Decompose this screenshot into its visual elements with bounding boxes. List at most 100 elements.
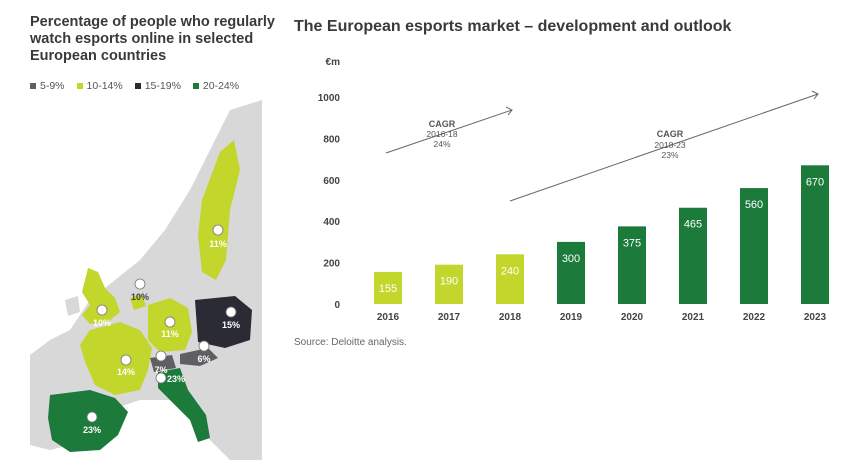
bar-2021	[679, 207, 707, 304]
italy-region	[158, 368, 210, 442]
cagr-early-period: 2016-18	[426, 129, 457, 139]
map-legend: 5-9% 10-14% 15-19% 20-24%	[30, 80, 239, 92]
bar-value-label-2023: 670	[806, 176, 824, 188]
austria-value: 6%	[197, 354, 210, 364]
poland-value: 15%	[222, 320, 240, 330]
netherlands-value: 10%	[131, 292, 149, 302]
x-tick-label-2023: 2023	[804, 312, 827, 323]
cagr-early-arrowhead	[505, 106, 513, 116]
bar-2017	[435, 264, 463, 304]
x-axis-ticks: 2016 2017 2018 2019 2020 2021 2022 2023	[377, 312, 827, 323]
legend-label-10-14: 10-14%	[86, 80, 123, 92]
europe-landmass-background	[30, 100, 262, 460]
bar-2023	[801, 165, 829, 304]
y-tick-label: 400	[323, 217, 340, 228]
austria-marker: 6%	[197, 340, 211, 364]
legend-item-5-9: 5-9%	[30, 80, 65, 92]
france-value: 14%	[117, 367, 135, 377]
cagr-late-arrow	[509, 93, 819, 202]
netherlands-flag-icon	[134, 278, 146, 290]
cagr-late-label: CAGR	[657, 129, 684, 139]
cagr-early-arrow	[385, 109, 513, 154]
legend-label-20-24: 20-24%	[202, 80, 240, 92]
italy-marker: 23%	[155, 372, 185, 384]
poland-marker: 15%	[222, 306, 240, 330]
chart-title: The European esports market – developmen…	[294, 18, 732, 35]
italy-flag-icon	[155, 372, 167, 384]
y-tick-label: 0	[334, 300, 340, 311]
x-tick-label-2022: 2022	[743, 312, 766, 323]
uk-region	[82, 268, 120, 324]
uk-marker: 10%	[93, 304, 111, 328]
uk-flag-icon	[96, 304, 108, 316]
france-marker: 14%	[117, 354, 135, 377]
switzerland-region	[150, 355, 176, 372]
legend-swatch-5-9	[30, 83, 36, 89]
sweden-flag-icon	[212, 224, 224, 236]
x-tick-label-2019: 2019	[560, 312, 583, 323]
austria-region	[180, 348, 218, 366]
cagr-early-value: 24%	[433, 139, 450, 149]
legend-swatch-15-19	[134, 83, 141, 89]
sweden-marker: 11%	[209, 224, 227, 249]
bar-value-label-2018: 240	[501, 265, 519, 277]
legend-item-20-24: 20-24%	[192, 80, 240, 92]
cagr-late-value: 23%	[661, 150, 678, 160]
market-bar-chart: €m 0 200 400 600 800 1000 155 190 240 300 375 465 5…	[318, 57, 829, 323]
x-tick-label-2018: 2018	[499, 312, 522, 323]
legend-label-15-19: 15-19%	[144, 80, 181, 92]
y-tick-label: 800	[323, 134, 340, 145]
europe-map: 11% 10% 10% 11% 15% 14% 6% 7% 23% 23%	[30, 100, 262, 460]
y-tick-label: 600	[323, 176, 340, 187]
bar-2016	[374, 271, 402, 304]
poland-flag-icon	[225, 306, 237, 318]
bar-value-label-2021: 465	[684, 219, 702, 231]
x-tick-label-2021: 2021	[682, 312, 705, 323]
switzerland-flag-icon	[155, 350, 167, 362]
switzerland-value: 7%	[154, 365, 167, 375]
spain-region	[48, 390, 128, 452]
bar-value-label-2017: 190	[440, 276, 458, 288]
legend-item-15-19: 15-19%	[134, 80, 181, 92]
bar-2020	[618, 226, 646, 304]
spain-marker: 23%	[83, 411, 101, 435]
germany-marker: 11%	[161, 316, 179, 339]
x-tick-label-2016: 2016	[377, 312, 400, 323]
bar-value-label-2022: 560	[745, 199, 763, 211]
france-region	[80, 322, 152, 395]
italy-value: 23%	[167, 374, 185, 384]
bar-2022	[740, 188, 768, 304]
cagr-late-period: 2018-23	[654, 140, 685, 150]
map-title: Percentage of people who regularly watch…	[30, 14, 275, 64]
netherlands-region	[130, 294, 146, 310]
spain-value: 23%	[83, 425, 101, 435]
uk-value: 10%	[93, 318, 111, 328]
x-tick-label-2020: 2020	[621, 312, 644, 323]
legend-swatch-10-14	[76, 83, 83, 89]
bar-2018	[496, 254, 524, 304]
netherlands-marker: 10%	[131, 278, 149, 302]
germany-flag-icon	[164, 316, 176, 328]
spain-flag-icon	[86, 411, 98, 423]
sweden-value: 11%	[209, 239, 227, 249]
cagr-late-arrowhead	[811, 90, 819, 100]
bar-value-label-2020: 375	[623, 237, 641, 249]
bar-value-label-2019: 300	[562, 253, 580, 265]
germany-value: 11%	[161, 329, 179, 339]
bars-group: 155 190 240 300 375 465 560 670	[374, 165, 829, 304]
y-tick-label: 1000	[318, 93, 341, 104]
source-note: Source: Deloitte analysis.	[294, 337, 407, 348]
switzerland-marker: 7%	[154, 350, 168, 375]
y-axis-unit: €m	[326, 57, 341, 68]
y-axis-ticks: 0 200 400 600 800 1000	[318, 93, 341, 311]
legend-swatch-20-24	[192, 83, 199, 89]
ireland-region	[65, 296, 80, 316]
y-tick-label: 200	[323, 259, 340, 270]
bar-value-label-2016: 155	[379, 283, 397, 295]
bar-2019	[557, 241, 585, 304]
legend-label-5-9: 5-9%	[40, 80, 65, 92]
sweden-region	[198, 140, 240, 280]
poland-region	[195, 296, 252, 348]
france-flag-icon	[120, 354, 132, 366]
x-tick-label-2017: 2017	[438, 312, 461, 323]
